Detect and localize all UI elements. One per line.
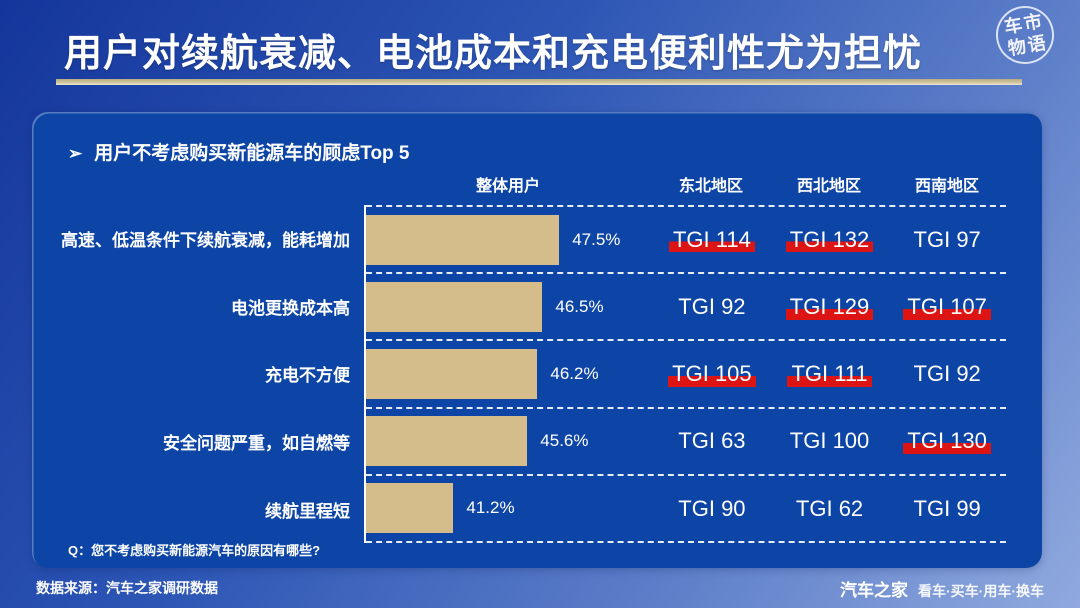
tgi-cell-northwest: TGI 111: [771, 360, 889, 388]
chart-panel: ➢ 用户不考虑购买新能源车的顾虑Top 5 整体用户 东北地区 西北地区 西南地区…: [32, 112, 1042, 568]
bar-value-label: 46.5%: [555, 296, 604, 316]
column-header-overall: 整体用户: [475, 178, 540, 195]
column-header-northwest: 西北地区: [796, 178, 861, 195]
tgi-value: TGI 100: [789, 428, 870, 454]
tgi-value: TGI 90: [678, 495, 746, 521]
column-headers: 整体用户 东北地区 西北地区 西南地区: [364, 172, 1006, 196]
stamp-char: 物: [1006, 36, 1028, 59]
chart-row: 47.5% TGI 114 TGI 132 TGI 97: [366, 205, 1006, 272]
footer: 数据来源：汽车之家调研数据 汽车之家 看车·买车·用车·换车: [0, 568, 1080, 608]
row-label: 电池更换成本高: [231, 298, 350, 318]
brand-stamp-icon: 车 市 物 语: [991, 1, 1059, 69]
stamp-char: 车: [1002, 14, 1024, 38]
question-note: Q：您不考虑购买新能源汽车的原因有哪些?: [68, 543, 321, 558]
bar-value-label: 45.6%: [540, 431, 589, 451]
tgi-value: TGI 107: [903, 293, 991, 321]
data-source: 数据来源：汽车之家调研数据: [36, 580, 218, 596]
row-label: 充电不方便: [265, 366, 350, 386]
row-label-column: 高速、低温条件下续航衰减，能耗增加 电池更换成本高 充电不方便 安全问题严重，如…: [32, 205, 364, 543]
tgi-cell-northwest: TGI 62: [771, 495, 889, 523]
tgi-cell-southwest: TGI 97: [888, 226, 1006, 254]
arrow-bullet-icon: ➢: [68, 144, 83, 163]
column-header-southwest: 西南地区: [914, 178, 979, 195]
bar-value-label: 41.2%: [466, 498, 515, 518]
title-underline: [56, 79, 1022, 85]
tgi-value: TGI 92: [678, 294, 746, 320]
tgi-value: TGI 105: [668, 360, 756, 388]
tgi-value: TGI 62: [795, 495, 864, 521]
tgi-cell-southwest: TGI 92: [888, 360, 1006, 388]
tgi-cell-northeast: TGI 63: [653, 427, 771, 455]
bar-area: 41.2%: [366, 476, 653, 541]
tgi-cell-northeast: TGI 90: [653, 495, 771, 523]
tgi-cell-northeast: TGI 92: [653, 293, 771, 321]
brand-name: 汽车之家: [840, 580, 908, 600]
bar-area: 46.2%: [366, 341, 653, 406]
brand-block: 汽车之家 看车·买车·用车·换车: [840, 576, 1044, 601]
tgi-value: TGI 130: [903, 427, 991, 455]
column-header-northeast: 东北地区: [678, 178, 743, 195]
chart-row: 46.2% TGI 105 TGI 111 TGI 92: [366, 339, 1006, 406]
tgi-cell-northwest: TGI 129: [771, 293, 889, 321]
bar-value-label: 46.2%: [550, 364, 599, 383]
panel-title-text: 用户不考虑购买新能源车的顾虑Top 5: [94, 143, 410, 164]
stamp-char: 语: [1026, 32, 1048, 56]
chart-row: 45.6% TGI 63 TGI 100 TGI 130: [366, 406, 1006, 474]
tgi-value: TGI 63: [678, 428, 746, 454]
tgi-value: TGI 99: [913, 495, 981, 521]
tgi-value: TGI 114: [668, 225, 755, 254]
bar: [366, 281, 543, 332]
chart-row: 46.5% TGI 92 TGI 129 TGI 107: [366, 272, 1006, 339]
bar: [366, 214, 560, 265]
tgi-value: TGI 92: [913, 361, 981, 387]
page-title: 用户对续航衰减、电池成本和充电便利性尤为担忧: [64, 33, 923, 75]
row-label: 安全问题严重，如自燃等: [163, 434, 350, 454]
tgi-value: TGI 129: [785, 293, 874, 321]
bar-chart: 47.5% TGI 114 TGI 132 TGI 97 46.5% TGI 9…: [364, 205, 1006, 544]
panel-title: ➢ 用户不考虑购买新能源车的顾虑Top 5: [68, 138, 410, 165]
chart-row: 41.2% TGI 90 TGI 62 TGI 99: [366, 473, 1006, 544]
row-label: 续航里程短: [265, 501, 350, 521]
bar-area: 46.5%: [366, 274, 653, 339]
bar-area: 45.6%: [366, 409, 653, 474]
tgi-cell-southwest: TGI 99: [888, 495, 1006, 523]
tgi-value: TGI 111: [787, 360, 872, 388]
tgi-value: TGI 132: [785, 225, 874, 254]
stamp-char: 市: [1022, 11, 1044, 34]
tgi-cell-northwest: TGI 100: [771, 427, 889, 455]
tgi-value: TGI 97: [913, 226, 981, 252]
bar: [366, 349, 538, 399]
tgi-cell-northeast: TGI 114: [653, 225, 771, 254]
tgi-cell-northwest: TGI 132: [771, 225, 889, 254]
bar: [366, 416, 528, 467]
bar: [366, 483, 454, 534]
tgi-cell-southwest: TGI 130: [888, 427, 1006, 455]
tgi-cell-northeast: TGI 105: [653, 360, 771, 388]
brand-tagline: 看车·买车·用车·换车: [918, 582, 1044, 599]
bar-value-label: 47.5%: [572, 229, 621, 249]
bar-area: 47.5%: [366, 207, 653, 272]
row-label: 高速、低温条件下续航衰减，能耗增加: [61, 231, 350, 251]
tgi-cell-southwest: TGI 107: [888, 293, 1006, 321]
